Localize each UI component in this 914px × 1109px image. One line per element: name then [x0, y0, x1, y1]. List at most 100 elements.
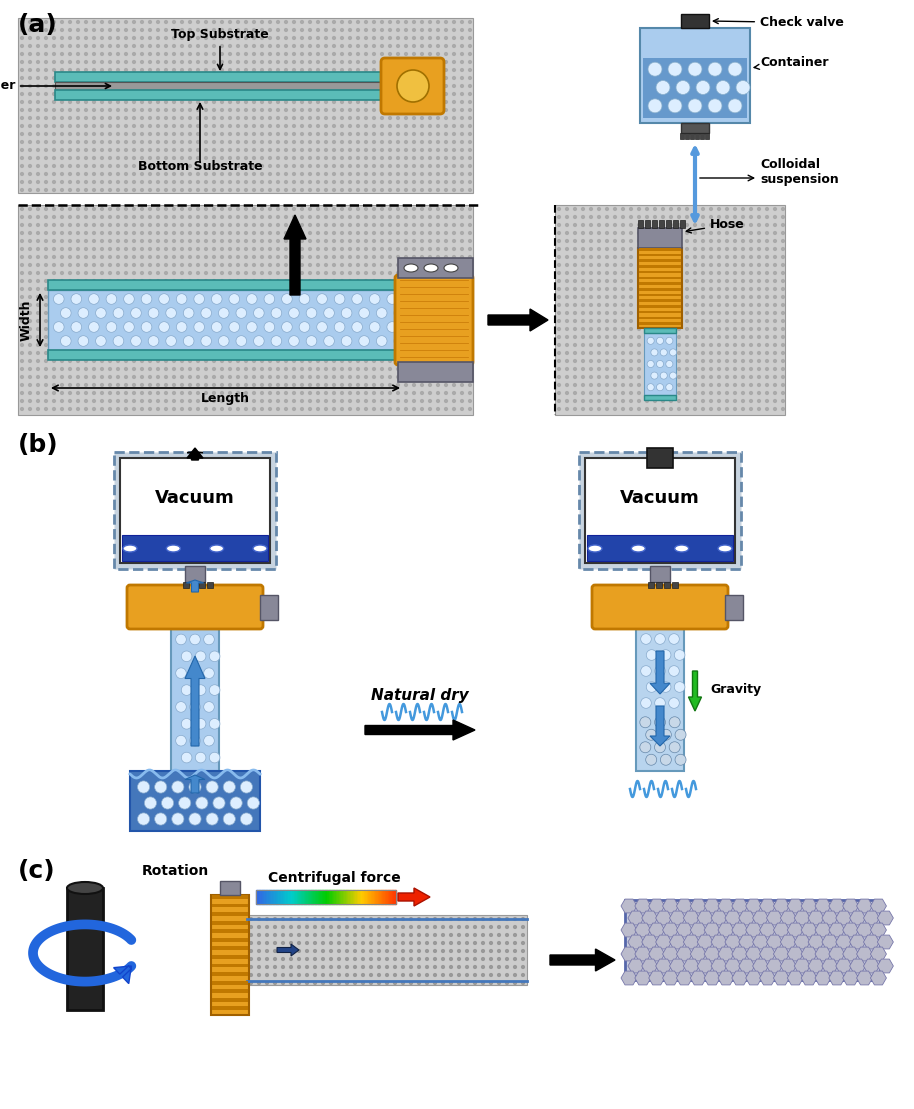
Circle shape	[37, 44, 39, 48]
Circle shape	[165, 391, 167, 395]
Circle shape	[781, 287, 784, 291]
Bar	[625, 901, 880, 980]
Bar	[664, 582, 670, 588]
Circle shape	[269, 384, 271, 386]
Circle shape	[613, 336, 616, 338]
Circle shape	[412, 181, 415, 183]
Circle shape	[373, 232, 376, 234]
Circle shape	[773, 207, 776, 211]
Circle shape	[165, 352, 167, 355]
Circle shape	[380, 37, 383, 40]
Circle shape	[688, 62, 702, 77]
Text: Width: Width	[19, 299, 33, 340]
Circle shape	[758, 399, 760, 403]
Circle shape	[781, 224, 784, 226]
Circle shape	[101, 124, 103, 128]
Circle shape	[213, 240, 216, 243]
Circle shape	[418, 917, 420, 920]
Circle shape	[341, 307, 352, 318]
FancyArrow shape	[277, 944, 299, 956]
Circle shape	[373, 207, 376, 211]
Circle shape	[260, 189, 263, 192]
Circle shape	[277, 344, 280, 346]
Circle shape	[292, 336, 295, 338]
Circle shape	[606, 376, 609, 378]
Circle shape	[149, 92, 152, 95]
Circle shape	[316, 164, 319, 167]
Circle shape	[766, 296, 769, 298]
Circle shape	[590, 399, 592, 403]
Circle shape	[117, 240, 120, 243]
Circle shape	[277, 367, 280, 370]
Circle shape	[124, 207, 127, 211]
Circle shape	[709, 391, 712, 395]
Circle shape	[197, 92, 199, 95]
Polygon shape	[704, 971, 720, 985]
Circle shape	[437, 224, 440, 226]
Circle shape	[156, 215, 159, 218]
Circle shape	[69, 77, 71, 80]
Circle shape	[21, 77, 24, 80]
Circle shape	[380, 327, 383, 330]
Circle shape	[388, 37, 391, 40]
Circle shape	[165, 133, 167, 135]
Circle shape	[694, 319, 696, 323]
Circle shape	[380, 164, 383, 167]
Circle shape	[452, 215, 455, 218]
Circle shape	[220, 336, 223, 338]
Circle shape	[21, 279, 24, 283]
Circle shape	[117, 124, 120, 128]
Circle shape	[675, 730, 686, 740]
Circle shape	[397, 124, 399, 128]
Circle shape	[173, 156, 175, 160]
Circle shape	[581, 336, 584, 338]
Polygon shape	[704, 947, 720, 960]
Circle shape	[252, 133, 255, 135]
Circle shape	[741, 224, 744, 226]
Circle shape	[581, 264, 584, 266]
Circle shape	[188, 391, 191, 395]
Circle shape	[309, 240, 312, 243]
Circle shape	[149, 224, 152, 226]
Circle shape	[558, 327, 560, 330]
Circle shape	[444, 399, 447, 403]
Circle shape	[271, 336, 282, 346]
Circle shape	[726, 296, 728, 298]
Circle shape	[133, 173, 135, 175]
Circle shape	[173, 384, 175, 386]
Circle shape	[341, 272, 344, 274]
Circle shape	[124, 247, 127, 251]
Circle shape	[156, 352, 159, 355]
Circle shape	[133, 133, 135, 135]
Circle shape	[181, 752, 192, 763]
Circle shape	[301, 359, 303, 363]
Circle shape	[566, 319, 569, 323]
Circle shape	[388, 287, 391, 291]
Circle shape	[437, 352, 440, 355]
Circle shape	[766, 264, 769, 266]
Polygon shape	[870, 899, 887, 913]
Circle shape	[21, 101, 24, 103]
Circle shape	[237, 240, 239, 243]
Polygon shape	[382, 891, 383, 904]
Circle shape	[345, 966, 348, 968]
Circle shape	[77, 232, 80, 234]
Circle shape	[28, 116, 31, 120]
Circle shape	[429, 247, 431, 251]
Circle shape	[284, 384, 287, 386]
Circle shape	[245, 384, 248, 386]
Circle shape	[156, 359, 159, 363]
Circle shape	[260, 156, 263, 160]
Circle shape	[213, 109, 216, 111]
Circle shape	[356, 391, 359, 395]
Circle shape	[213, 272, 216, 274]
Circle shape	[324, 352, 327, 355]
Circle shape	[437, 164, 440, 167]
Circle shape	[356, 319, 359, 323]
Circle shape	[85, 264, 88, 266]
Circle shape	[292, 312, 295, 314]
Circle shape	[405, 312, 408, 314]
Circle shape	[228, 336, 231, 338]
Circle shape	[482, 942, 484, 945]
Circle shape	[197, 247, 199, 251]
